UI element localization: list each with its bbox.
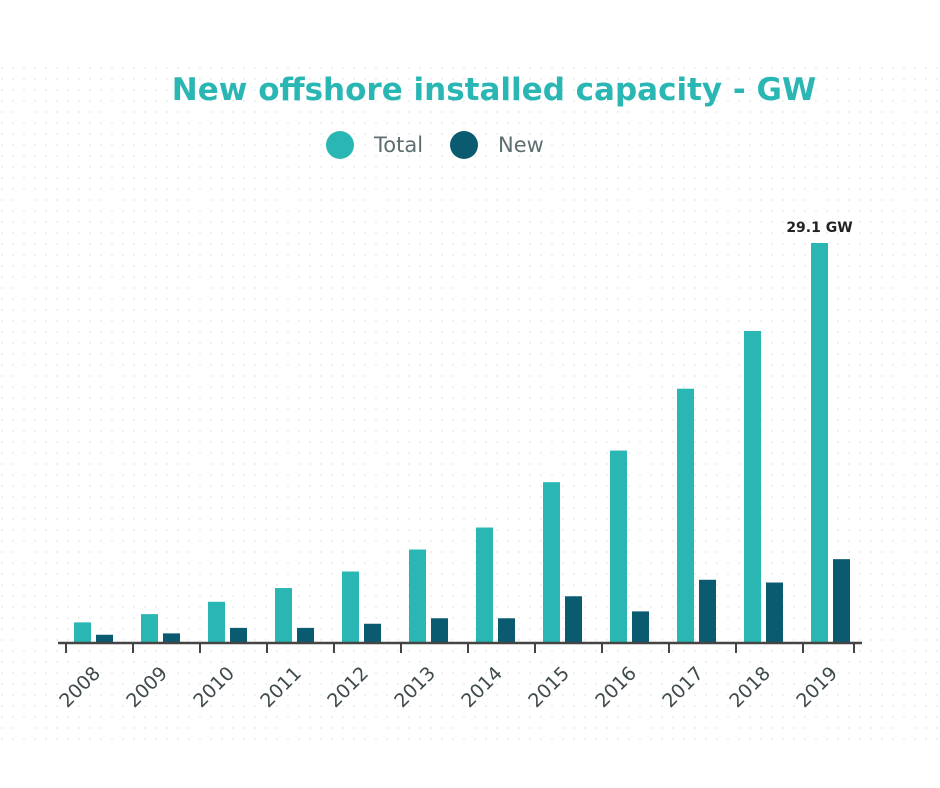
bar-total-2019	[811, 243, 828, 643]
legend-label-total: Total	[373, 133, 423, 157]
legend-label-new: New	[498, 133, 544, 157]
bar-total-2010	[208, 601, 225, 643]
bar-new-2017	[699, 579, 716, 643]
bar-total-2012	[342, 571, 359, 643]
bar-new-2015	[565, 596, 582, 643]
bar-total-2011	[275, 588, 292, 643]
bar-new-2014	[498, 618, 515, 643]
bar-new-2008	[96, 634, 113, 643]
bar-new-2013	[431, 618, 448, 643]
bar-total-2013	[409, 549, 426, 643]
bar-new-2016	[632, 611, 649, 643]
bar-total-2008	[74, 622, 91, 643]
bar-total-2009	[141, 614, 158, 643]
bar-total-2014	[476, 527, 493, 643]
legend: Total New	[326, 131, 544, 159]
bar-total-2015	[543, 482, 560, 643]
bars	[74, 243, 850, 643]
bar-total-2018	[744, 330, 761, 643]
chart-title: New offshore installed capacity - GW	[172, 72, 816, 108]
data-label-2019: 29.1 GW	[786, 220, 852, 236]
data-labels: 29.1 GW	[786, 220, 852, 236]
legend-swatch-new	[450, 131, 478, 159]
bar-new-2010	[230, 627, 247, 643]
bar-total-2017	[677, 388, 694, 643]
bar-total-2016	[610, 450, 627, 643]
bar-new-2011	[297, 627, 314, 643]
legend-swatch-total	[326, 131, 354, 159]
bar-new-2018	[766, 582, 783, 643]
bar-new-2009	[163, 633, 180, 643]
bar-new-2019	[833, 559, 850, 643]
bar-new-2012	[364, 623, 381, 643]
